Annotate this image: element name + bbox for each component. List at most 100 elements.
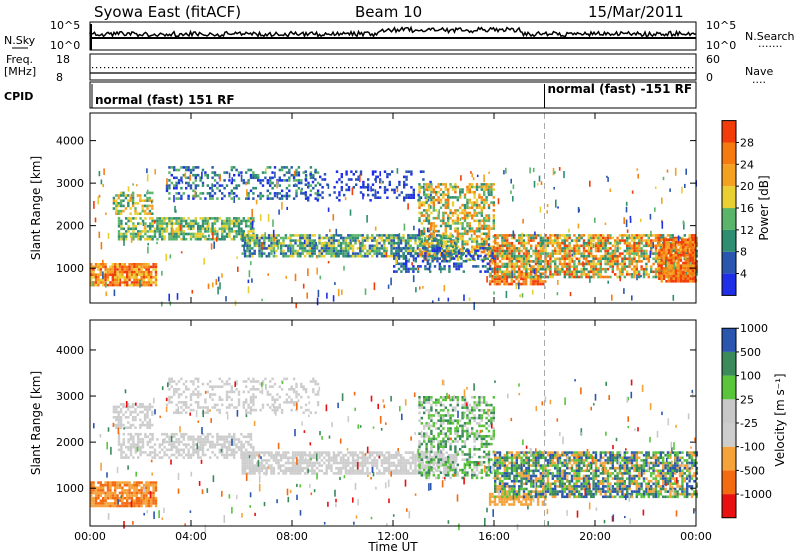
heatmap-cell bbox=[97, 265, 100, 269]
heatmap-cell bbox=[518, 252, 521, 255]
heatmap-cell bbox=[126, 268, 129, 271]
heatmap-cell bbox=[456, 185, 459, 189]
heatmap-cell bbox=[129, 212, 132, 215]
heatmap-cell bbox=[204, 230, 207, 233]
heatmap-cell bbox=[117, 237, 121, 241]
heatmap-cell bbox=[652, 275, 655, 279]
heatmap-cell bbox=[204, 171, 207, 174]
heatmap-cell bbox=[102, 491, 105, 495]
heatmap-cell bbox=[508, 257, 511, 261]
heatmap-cell bbox=[211, 171, 214, 174]
heatmap-cell bbox=[541, 272, 545, 275]
heatmap-cell bbox=[123, 496, 126, 500]
heatmap-cell bbox=[561, 267, 564, 271]
nave-dot bbox=[224, 67, 226, 69]
heatmap-cell bbox=[506, 267, 509, 271]
heatmap-cell bbox=[480, 196, 483, 199]
heatmap-cell bbox=[684, 269, 687, 273]
heatmap-cell bbox=[566, 262, 569, 266]
heatmap-cell bbox=[177, 222, 181, 225]
heatmap-cell bbox=[114, 263, 117, 266]
heatmap-cell bbox=[592, 260, 595, 263]
heatmap-cell bbox=[621, 239, 624, 242]
heatmap-cell bbox=[674, 264, 678, 267]
heatmap-cell bbox=[537, 241, 540, 245]
heatmap-cell bbox=[168, 448, 171, 452]
heatmap-cell bbox=[117, 423, 120, 427]
heatmap-cell bbox=[542, 247, 545, 250]
nave-dot bbox=[608, 67, 610, 69]
nave-dot bbox=[648, 67, 650, 69]
heatmap-cell bbox=[130, 496, 134, 500]
heatmap-cell bbox=[123, 270, 126, 274]
heatmap-cell bbox=[460, 254, 463, 258]
colorbar-tick-label: 16 bbox=[740, 202, 754, 215]
heatmap-cell bbox=[295, 173, 298, 177]
heatmap-cell bbox=[527, 267, 530, 271]
heatmap-cell bbox=[156, 237, 159, 241]
nave-dot bbox=[388, 67, 390, 69]
heatmap-cell bbox=[611, 244, 614, 248]
heatmap-cell bbox=[137, 232, 139, 237]
heatmap-cell bbox=[520, 260, 523, 263]
heatmap-cell bbox=[216, 197, 219, 200]
heatmap-cell bbox=[115, 418, 118, 422]
heatmap-cell bbox=[135, 263, 138, 266]
heatmap-cell bbox=[505, 277, 509, 281]
heatmap-cell bbox=[522, 280, 525, 283]
heatmap-cell bbox=[662, 267, 666, 270]
heatmap-cell bbox=[204, 443, 207, 446]
heatmap-cell bbox=[304, 170, 307, 173]
heatmap-cell bbox=[534, 273, 538, 276]
heatmap-cell bbox=[173, 230, 176, 233]
heatmap-cell bbox=[352, 186, 355, 189]
heatmap-cell bbox=[132, 435, 135, 439]
heatmap-cell bbox=[611, 262, 614, 266]
heatmap-cell bbox=[387, 236, 391, 240]
heatmap-cell bbox=[187, 443, 190, 446]
heatmap-cell bbox=[694, 261, 697, 265]
heatmap-cell bbox=[493, 277, 497, 281]
heatmap-cell bbox=[148, 403, 152, 406]
heatmap-cell bbox=[240, 219, 243, 223]
heatmap-cell bbox=[261, 194, 265, 198]
heatmap-cell bbox=[187, 168, 190, 172]
heatmap-cell bbox=[330, 247, 333, 250]
heatmap-cell bbox=[275, 249, 278, 253]
heatmap-cell bbox=[383, 188, 387, 192]
heatmap-cell bbox=[138, 273, 141, 276]
heatmap-cell bbox=[356, 254, 360, 258]
heatmap-cell bbox=[230, 168, 233, 172]
heatmap-cell bbox=[594, 217, 596, 223]
heatmap-cell bbox=[140, 268, 143, 271]
heatmap-cell bbox=[529, 277, 533, 281]
heatmap-cell bbox=[597, 260, 600, 263]
heatmap-cell bbox=[418, 219, 421, 223]
heatmap-cell bbox=[621, 236, 624, 240]
heatmap-cell bbox=[585, 260, 588, 263]
heatmap-cell bbox=[137, 237, 140, 241]
heatmap-cell bbox=[113, 289, 116, 297]
heatmap-cell bbox=[506, 257, 509, 261]
heatmap-cell bbox=[411, 249, 415, 253]
heatmap-cell bbox=[455, 262, 458, 266]
heatmap-cell bbox=[486, 257, 489, 260]
heatmap-cell bbox=[412, 191, 415, 194]
heatmap-cell bbox=[398, 233, 401, 241]
heatmap-cell bbox=[642, 254, 646, 258]
heatmap-cell bbox=[418, 248, 421, 251]
heatmap-cell bbox=[378, 236, 381, 240]
heatmap-cell bbox=[444, 222, 447, 225]
nave-dot bbox=[584, 67, 586, 69]
heatmap-cell bbox=[515, 270, 518, 274]
heatmap-cell bbox=[503, 236, 506, 240]
heatmap-cell bbox=[197, 166, 200, 169]
heatmap-cell bbox=[525, 241, 528, 245]
heatmap-cell bbox=[119, 418, 123, 422]
heatmap-cell bbox=[487, 188, 490, 195]
heatmap-cell bbox=[431, 259, 434, 263]
heatmap-cell bbox=[549, 257, 552, 261]
heatmap-cell bbox=[151, 222, 154, 225]
heatmap-cell bbox=[420, 240, 423, 243]
heatmap-cell bbox=[677, 280, 680, 283]
